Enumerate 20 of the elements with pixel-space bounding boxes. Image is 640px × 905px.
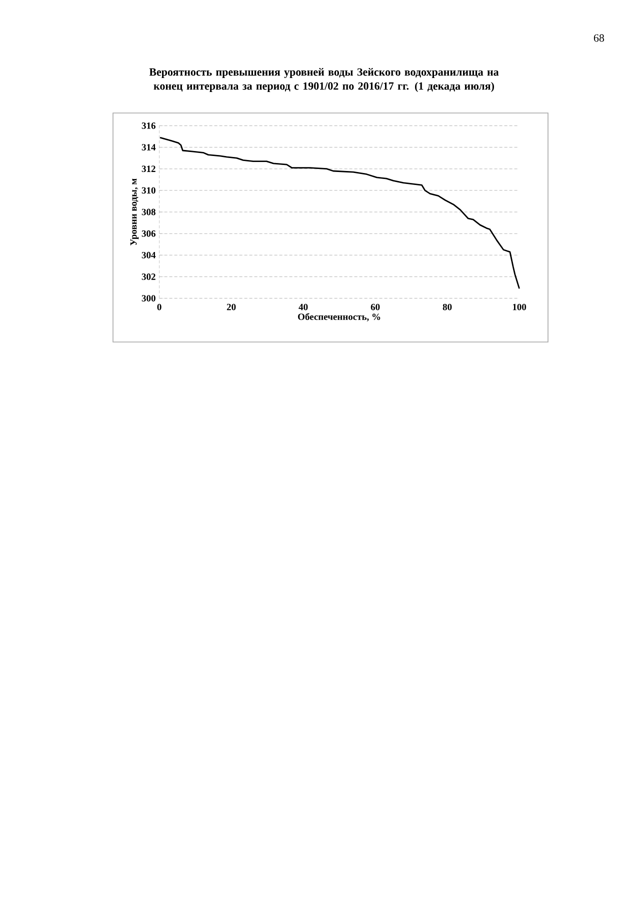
y-tick-label: 302 [142, 274, 156, 280]
y-tick-label: 300 [142, 295, 156, 302]
y-tick-label: 308 [142, 208, 156, 216]
y-tick-label: 314 [142, 144, 156, 150]
y-tick-label: 310 [142, 187, 156, 194]
y-tick-label: 306 [142, 230, 156, 237]
x-tick-label: 100 [512, 304, 526, 310]
x-axis-title: Обеспеченность, % [298, 313, 380, 322]
text: 68 [594, 34, 604, 42]
x-tick-label: 80 [442, 304, 452, 310]
x-tick-label: 20 [226, 304, 236, 310]
y-axis-title: Уровни воды, м [130, 178, 139, 246]
x-tick-label: 40 [298, 304, 308, 310]
y-tick-label: 312 [142, 166, 156, 172]
line-series [159, 136, 520, 290]
x-tick-label: 0 [157, 304, 162, 310]
y-tick-label: 304 [142, 252, 156, 258]
x-tick-label: 60 [370, 304, 380, 310]
y-tick-label: 316 [142, 122, 156, 129]
chart-title: Вероятность превышения уровней воды Зейского водохранилища на конец интервала за период с 1901/02 по 2016/17 гг. (1 декада июля) [149, 68, 499, 92]
